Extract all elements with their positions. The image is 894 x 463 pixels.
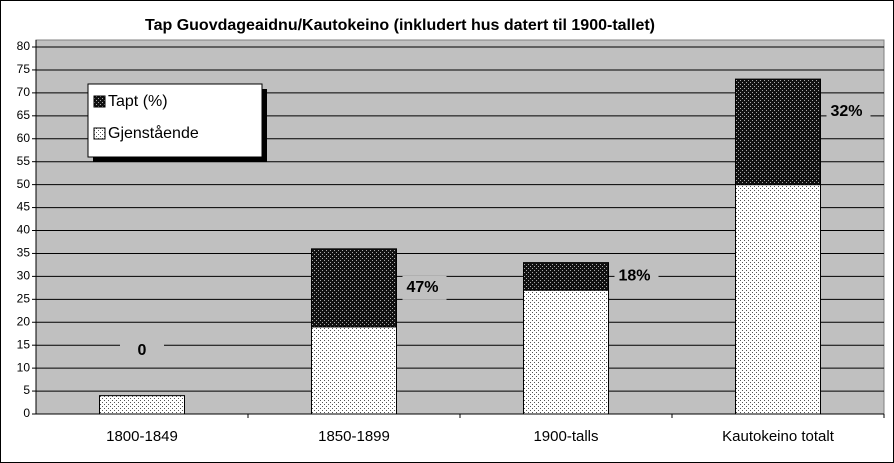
y-tick-label: 70 xyxy=(17,85,31,99)
y-tick-label: 45 xyxy=(17,200,31,214)
y-tick-label: 50 xyxy=(17,177,31,191)
bar-segment xyxy=(311,248,397,328)
bar-segment xyxy=(523,289,609,415)
y-tick-label: 5 xyxy=(23,383,30,397)
bar-segment xyxy=(735,78,821,186)
annotation-background xyxy=(402,275,447,300)
y-tick-label: 60 xyxy=(17,131,31,145)
y-tick-label: 55 xyxy=(17,154,31,168)
y-tick-label: 10 xyxy=(17,360,31,374)
annotation: 18% xyxy=(619,268,651,285)
y-tick-label: 30 xyxy=(17,269,31,283)
y-tick-label: 65 xyxy=(17,108,31,122)
y-tick-label: 75 xyxy=(17,62,31,76)
legend xyxy=(87,83,263,158)
legend-label: Gjenstående xyxy=(108,124,199,142)
bar-segment xyxy=(523,262,609,291)
y-tick-label: 40 xyxy=(17,223,31,237)
y-tick-label: 80 xyxy=(17,39,31,53)
chart-title: Tap Guovdageaidnu/Kautokeino (inkludert … xyxy=(145,17,655,34)
annotation: 47% xyxy=(407,279,439,296)
y-tick-label: 0 xyxy=(23,406,30,420)
bar-segment xyxy=(735,184,821,415)
x-tick-label: Kautokeino totalt xyxy=(722,428,835,445)
y-tick-label: 25 xyxy=(17,291,31,305)
bar-segment xyxy=(99,395,185,415)
x-tick-label: 1850-1899 xyxy=(318,428,390,445)
legend-swatch xyxy=(93,127,106,140)
annotation-background xyxy=(826,99,871,124)
legend-swatch xyxy=(93,95,106,108)
annotation-background xyxy=(120,338,164,363)
annotation: 32% xyxy=(831,103,863,120)
y-tick-label: 15 xyxy=(17,337,31,351)
legend-label: Tapt (%) xyxy=(108,93,168,110)
x-tick-label: 1800-1849 xyxy=(106,428,178,445)
y-tick-label: 35 xyxy=(17,246,31,260)
annotation-background xyxy=(614,264,659,289)
y-tick-label: 20 xyxy=(17,314,31,328)
x-tick-label: 1900-talls xyxy=(533,428,598,445)
annotation: 0 xyxy=(138,342,147,359)
bar-segment xyxy=(311,326,397,415)
